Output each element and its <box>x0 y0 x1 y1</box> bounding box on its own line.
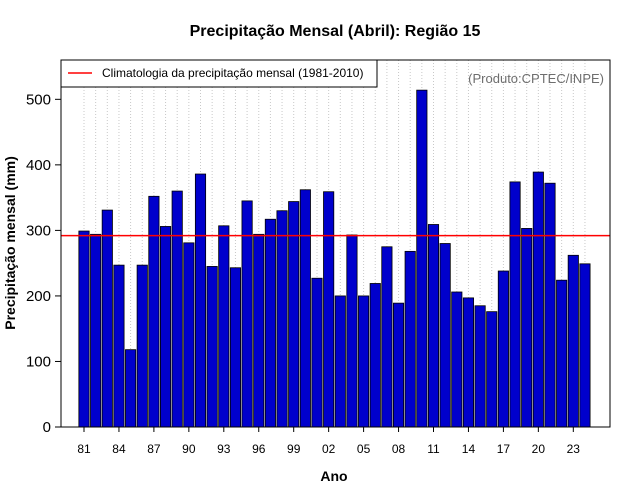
legend: Climatologia da precipitação mensal (198… <box>60 59 378 88</box>
x-tick-label: 93 <box>217 442 231 456</box>
bar-1981 <box>78 230 90 428</box>
bar-1986 <box>136 264 148 428</box>
bar-2006 <box>369 283 381 428</box>
bar-2007 <box>381 246 393 428</box>
bar-2013 <box>451 291 463 428</box>
x-tick-label: 81 <box>77 442 91 456</box>
x-tick-label: 20 <box>532 442 546 456</box>
legend-label: Climatologia da precipitação mensal (198… <box>102 66 363 80</box>
bar-1992 <box>206 266 218 428</box>
bar-1985 <box>125 349 137 428</box>
bar-2020 <box>532 171 544 428</box>
bar-2015 <box>474 305 486 428</box>
bar-1982 <box>90 233 102 428</box>
bar-2010 <box>416 89 428 428</box>
bar-2003 <box>334 295 346 428</box>
legend-box <box>60 59 378 88</box>
x-tick-label: 90 <box>182 442 196 456</box>
x-tick-label: 96 <box>252 442 266 456</box>
x-tick-label: 14 <box>462 442 476 456</box>
x-tick-label: 11 <box>427 442 440 456</box>
bar-1984 <box>113 264 125 428</box>
bar-2021 <box>544 182 556 428</box>
x-tick-label: 17 <box>497 442 511 456</box>
bar-2000 <box>299 189 311 428</box>
x-axis-label: Ano <box>320 468 347 484</box>
bar-2017 <box>497 270 509 428</box>
bar-1994 <box>229 267 242 428</box>
x-tick-label: 87 <box>147 442 161 456</box>
bar-2016 <box>486 311 498 428</box>
bar-1988 <box>159 226 172 428</box>
bar-2019 <box>521 228 533 428</box>
bar-1991 <box>194 173 207 428</box>
y-tick-label: 100 <box>26 353 51 370</box>
bar-2022 <box>556 279 568 428</box>
x-tick-label: 05 <box>357 442 371 456</box>
x-axis: 81 84 87 90 93 96 99 02 05 08 11 14 17 20 23 <box>77 427 580 456</box>
bar-1983 <box>101 209 113 428</box>
y-axis-label: Precipitação mensal (mm) <box>2 156 18 330</box>
y-tick-label: 400 <box>26 157 51 174</box>
x-tick-label: 84 <box>112 442 126 456</box>
bar-2005 <box>358 295 370 428</box>
bar-2009 <box>404 250 416 428</box>
bar-2024 <box>579 263 591 428</box>
x-tick-label: 08 <box>392 442 406 456</box>
y-tick-label: 200 <box>26 288 51 305</box>
y-axis: 0 100 200 300 400 500 <box>26 91 61 436</box>
bar-2023 <box>567 254 579 428</box>
bar-2004 <box>346 234 358 428</box>
bar-1995 <box>241 200 253 428</box>
bar-2014 <box>462 297 474 428</box>
bar-1998 <box>276 210 288 428</box>
bar-1993 <box>218 225 230 428</box>
y-tick-label: 0 <box>43 419 51 436</box>
bar-2002 <box>323 191 335 428</box>
bar-1996 <box>253 233 265 428</box>
source-label: (Produto:CPTEC/INPE) <box>468 71 604 86</box>
bar-2018 <box>509 181 521 428</box>
bar-2011 <box>427 224 440 428</box>
bar-1990 <box>183 242 195 428</box>
x-tick-label: 99 <box>287 442 301 456</box>
bar-2012 <box>439 243 451 428</box>
chart-title: Precipitação Mensal (Abril): Região 15 <box>190 23 481 40</box>
bar-1989 <box>171 190 183 428</box>
bar-1987 <box>148 195 160 428</box>
bars <box>78 89 591 428</box>
y-tick-label: 300 <box>26 222 51 239</box>
bar-2001 <box>311 277 323 428</box>
x-tick-label: 02 <box>322 442 336 456</box>
y-tick-label: 500 <box>26 91 51 108</box>
x-tick-label: 23 <box>567 442 581 456</box>
bar-1997 <box>264 218 276 428</box>
bar-2008 <box>392 302 405 428</box>
